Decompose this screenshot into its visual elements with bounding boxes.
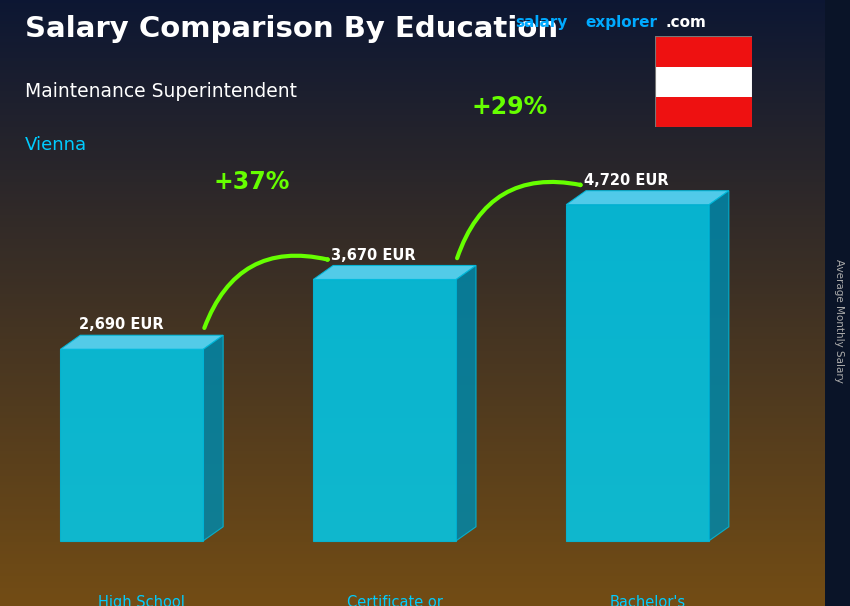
Text: +29%: +29%: [472, 95, 548, 119]
Polygon shape: [566, 191, 728, 205]
Polygon shape: [566, 205, 709, 541]
Text: Vienna: Vienna: [25, 136, 87, 155]
Text: explorer: explorer: [586, 15, 657, 30]
Text: 2,690 EUR: 2,690 EUR: [78, 318, 163, 333]
Text: Bachelor's
Degree: Bachelor's Degree: [609, 595, 686, 606]
Polygon shape: [60, 335, 224, 349]
Text: Maintenance Superintendent: Maintenance Superintendent: [25, 82, 297, 101]
Bar: [654, 97, 752, 127]
Text: High School: High School: [99, 595, 185, 606]
Text: Salary Comparison By Education: Salary Comparison By Education: [25, 15, 558, 43]
Polygon shape: [203, 335, 224, 541]
Text: +37%: +37%: [213, 170, 290, 193]
Text: .com: .com: [666, 15, 706, 30]
Text: Average Monthly Salary: Average Monthly Salary: [834, 259, 844, 383]
Bar: [654, 67, 752, 97]
Polygon shape: [456, 265, 476, 541]
Polygon shape: [314, 265, 476, 279]
Text: 3,670 EUR: 3,670 EUR: [332, 248, 416, 262]
Polygon shape: [709, 191, 728, 541]
Bar: [654, 36, 752, 67]
Text: Certificate or
Diploma: Certificate or Diploma: [347, 595, 443, 606]
FancyArrowPatch shape: [204, 256, 328, 328]
FancyArrowPatch shape: [457, 182, 581, 258]
Text: 4,720 EUR: 4,720 EUR: [584, 173, 669, 188]
Text: salary: salary: [515, 15, 568, 30]
Polygon shape: [60, 349, 203, 541]
Polygon shape: [314, 279, 456, 541]
